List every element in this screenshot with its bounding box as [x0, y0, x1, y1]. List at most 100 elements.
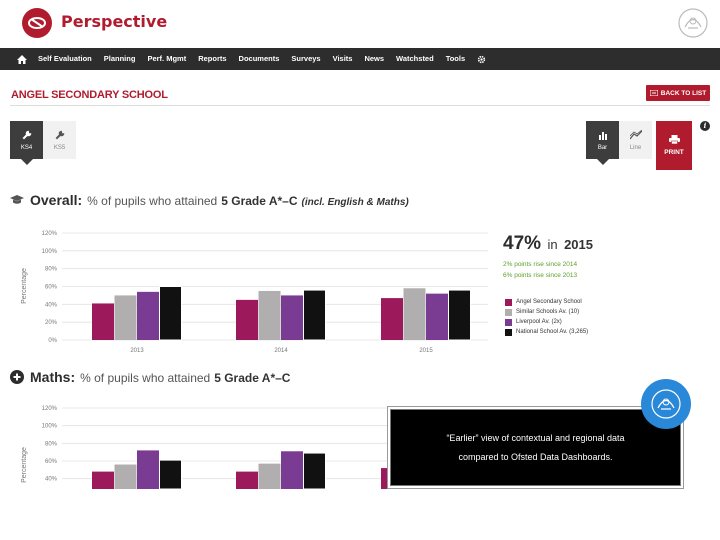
bar: [236, 471, 258, 489]
bar: [114, 295, 137, 340]
rise-since-2013: 6% points rise since 2013: [503, 272, 578, 279]
bar: [281, 451, 303, 489]
bar: [92, 303, 114, 340]
callout-line-1: “Earlier” view of contextual and regiona…: [446, 433, 625, 443]
bar: [426, 293, 448, 340]
bar: [281, 295, 303, 340]
headline-in: in: [547, 237, 558, 252]
y-tick-label: 120%: [42, 406, 58, 412]
bar: [159, 286, 182, 341]
bar: [448, 289, 471, 341]
print-button[interactable]: PRINT: [656, 121, 692, 170]
y-tick-label: 100%: [42, 424, 58, 430]
nav-perf-mgmt[interactable]: Perf. Mgmt: [147, 54, 187, 63]
y-tick-label: 80%: [45, 267, 58, 273]
bar: [137, 291, 159, 340]
overall-title: Overall:: [30, 192, 83, 208]
plus-circle-icon: [10, 370, 24, 384]
legend-swatch: [505, 328, 512, 336]
legend-item[interactable]: Angel Secondary School: [505, 297, 588, 307]
nav-documents[interactable]: Documents: [238, 54, 280, 63]
y-axis-title: Percentage: [21, 268, 28, 304]
wrench-icon: [22, 130, 31, 139]
line-view-label: Line: [629, 144, 642, 151]
bar: [381, 298, 403, 340]
app-title: Perspective: [61, 12, 168, 31]
nav-planning[interactable]: Planning: [103, 54, 136, 63]
bar: [258, 463, 281, 489]
bar: [137, 450, 159, 489]
maths-section-header[interactable]: Maths: % of pupils who attained 5 Grade …: [10, 369, 290, 385]
overall-note: (incl. English & Maths): [301, 197, 409, 208]
nav-news[interactable]: News: [364, 54, 385, 63]
bar: [303, 452, 326, 490]
callout-line-2: compared to Ofsted Data Dashboards.: [458, 452, 613, 462]
legend-swatch: [505, 318, 512, 326]
nav-surveys[interactable]: Surveys: [291, 54, 321, 63]
back-to-list-button[interactable]: BACK TO LIST: [646, 85, 710, 101]
print-label: PRINT: [664, 149, 684, 156]
back-to-list-label: BACK TO LIST: [660, 89, 707, 97]
y-tick-label: 80%: [45, 441, 58, 447]
maths-title: Maths:: [30, 369, 76, 385]
info-icon[interactable]: i: [700, 121, 710, 131]
maths-subtitle: % of pupils who attained: [80, 371, 211, 385]
y-tick-label: 100%: [42, 249, 58, 255]
overall-headline: 47% in 2015: [503, 233, 593, 255]
y-tick-label: 40%: [45, 477, 58, 483]
tab-ks4[interactable]: KS4: [10, 121, 43, 165]
gear-icon[interactable]: [473, 48, 489, 70]
legend-label: National School Av. (3,265): [516, 329, 589, 335]
maths-grade: 5 Grade A*–C: [214, 371, 291, 385]
bar: [258, 290, 281, 340]
headline-year: 2015: [564, 237, 593, 252]
app-logo-icon[interactable]: [22, 8, 52, 38]
y-tick-label: 60%: [45, 459, 58, 465]
x-tick-label: 2014: [274, 348, 288, 354]
bar-chart-icon: [598, 131, 607, 140]
legend-swatch: [505, 298, 512, 306]
overall-subtitle: % of pupils who attained: [87, 194, 218, 208]
wrench-icon: [55, 130, 64, 139]
tab-ks5[interactable]: KS5: [43, 121, 76, 159]
overall-section-header[interactable]: Overall: % of pupils who attained 5 Grad…: [10, 192, 409, 208]
y-tick-label: 120%: [42, 231, 58, 237]
nav-reports[interactable]: Reports: [198, 54, 227, 63]
legend-label: Similar Schools Av. (10): [516, 309, 580, 315]
rise-since-2014: 2% points rise since 2014: [503, 261, 578, 268]
legend-swatch: [505, 308, 512, 316]
y-tick-label: 0%: [48, 338, 57, 344]
bar: [114, 464, 137, 489]
legend-item[interactable]: National School Av. (3,265): [505, 327, 588, 337]
school-crest-icon: [678, 8, 708, 38]
bar-view-button[interactable]: Bar: [586, 121, 619, 165]
chart-legend: Angel Secondary School Similar Schools A…: [505, 297, 588, 337]
x-tick-label: 2013: [130, 348, 144, 354]
home-icon[interactable]: [12, 48, 32, 70]
main-nav: Self Evaluation Planning Perf. Mgmt Repo…: [0, 48, 720, 70]
y-axis-title: Percentage: [21, 447, 28, 483]
legend-item[interactable]: Liverpool Av. (2x): [505, 317, 588, 327]
bar-view-label: Bar: [597, 144, 608, 151]
nav-tools[interactable]: Tools: [445, 54, 466, 63]
legend-item[interactable]: Similar Schools Av. (10): [505, 307, 588, 317]
nav-self-evaluation[interactable]: Self Evaluation: [38, 54, 92, 63]
y-tick-label: 20%: [45, 320, 58, 326]
printer-icon: [668, 135, 680, 144]
line-chart-icon: [629, 129, 642, 139]
nav-visits[interactable]: Visits: [332, 54, 353, 63]
line-view-button[interactable]: Line: [619, 121, 652, 159]
x-tick-label: 2015: [419, 348, 433, 354]
bar: [303, 289, 326, 341]
graduation-cap-icon: [10, 195, 24, 204]
y-tick-label: 40%: [45, 302, 58, 308]
legend-label: Angel Secondary School: [516, 299, 582, 305]
bar: [403, 288, 426, 340]
bar: [92, 471, 114, 489]
crest-badge-icon: [641, 379, 691, 429]
tab-ks5-label: KS5: [53, 144, 66, 151]
nav-watchsted[interactable]: Watchsted: [396, 54, 434, 63]
tab-ks4-label: KS4: [20, 144, 33, 151]
list-icon: [649, 90, 658, 96]
